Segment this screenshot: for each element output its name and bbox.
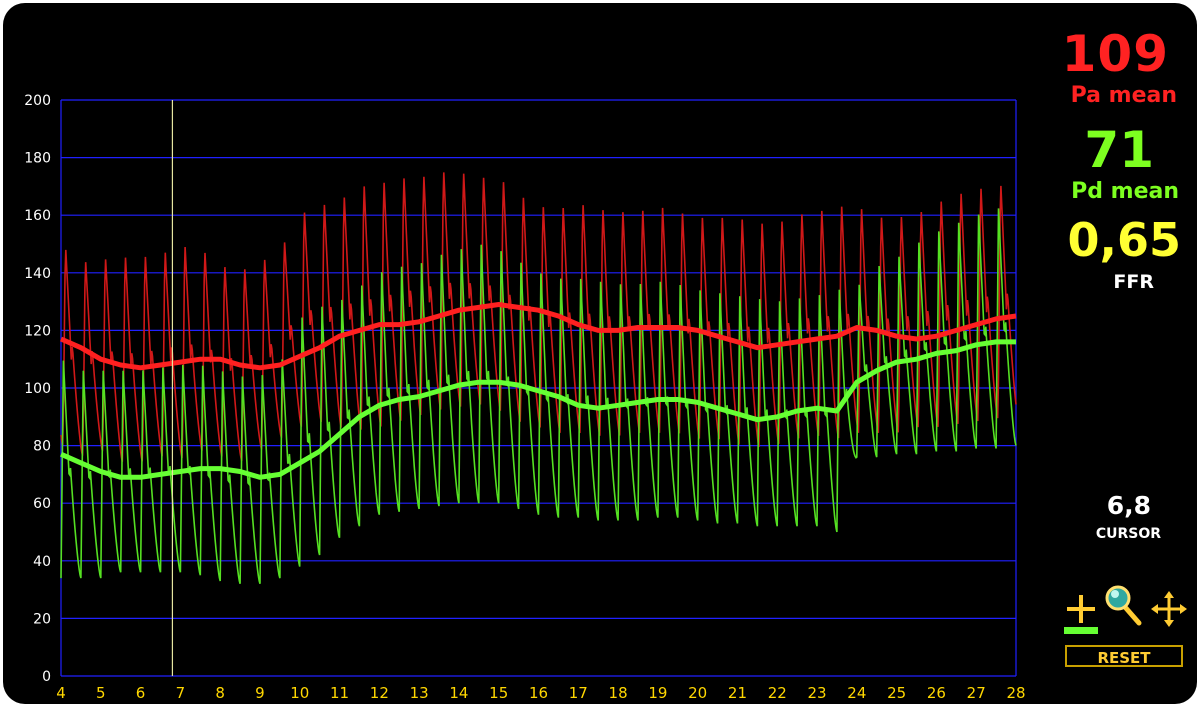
cursor-cross-icon[interactable] (1066, 591, 1096, 627)
x-tick-label-7: 7 (176, 684, 186, 702)
y-tick-label-160: 160 (24, 208, 51, 224)
y-tick-label-0: 0 (42, 669, 51, 685)
pd-phasic-line (60, 208, 1017, 585)
y-tick-label-40: 40 (33, 554, 51, 570)
pan-move-icon[interactable] (1151, 591, 1187, 627)
x-tick-label-17: 17 (569, 684, 588, 702)
x-tick-label-8: 8 (215, 684, 225, 702)
x-tick-label-9: 9 (255, 684, 265, 702)
x-tick-label-21: 21 (728, 684, 747, 702)
x-tick-label-10: 10 (290, 684, 309, 702)
x-tick-label-19: 19 (648, 684, 667, 702)
x-tick-label-24: 24 (847, 684, 866, 702)
x-tick-label-25: 25 (887, 684, 906, 702)
pressure-monitor-screen: 0 20 40 60 80 100 120 140 160 180 200 4 5 6 7 8 9 10 11 12 1… (3, 3, 1197, 704)
pa-mean-value: 109 (1061, 25, 1169, 83)
ffr-value: 0,65 (1067, 213, 1182, 267)
y-tick-label-80: 80 (33, 439, 51, 455)
reset-button[interactable]: RESET (1065, 645, 1183, 667)
x-tick-label-6: 6 (136, 684, 146, 702)
x-tick-label-14: 14 (449, 684, 468, 702)
zoom-magnifier-icon[interactable] (1103, 583, 1143, 627)
pa-mean-label: Pa mean (1070, 83, 1177, 108)
x-tick-label-26: 26 (927, 684, 946, 702)
y-tick-label-200: 200 (24, 93, 51, 109)
y-tick-label-180: 180 (24, 151, 51, 167)
x-tick-label-15: 15 (489, 684, 508, 702)
pd-mean-label: Pd mean (1071, 179, 1179, 204)
x-tick-label-13: 13 (410, 684, 429, 702)
x-tick-label-23: 23 (807, 684, 826, 702)
ffr-label: FFR (1113, 271, 1154, 293)
pressure-chart[interactable]: 0 20 40 60 80 100 120 140 160 180 200 4 5 6 7 8 9 10 11 12 1… (3, 3, 1197, 704)
x-tick-label-11: 11 (330, 684, 349, 702)
x-tick-label-5: 5 (96, 684, 106, 702)
x-tick-label-12: 12 (370, 684, 389, 702)
y-tick-label-120: 120 (24, 323, 51, 339)
x-tick-label-28: 28 (1006, 684, 1025, 702)
pa-mean-line (59, 302, 1017, 371)
y-tick-label-20: 20 (33, 611, 51, 627)
y-tick-label-100: 100 (24, 381, 51, 397)
cursor-value: 6,8 (1106, 491, 1151, 520)
x-tick-label-20: 20 (688, 684, 707, 702)
x-tick-label-22: 22 (768, 684, 787, 702)
x-tick-label-18: 18 (609, 684, 628, 702)
y-tick-label-140: 140 (24, 266, 51, 282)
active-tool-indicator (1064, 627, 1098, 634)
x-tick-label-27: 27 (967, 684, 986, 702)
x-tick-label-4: 4 (56, 684, 66, 702)
cursor-label: CURSOR (1095, 526, 1161, 542)
pd-mean-line (59, 339, 1016, 480)
pd-mean-value: 71 (1084, 121, 1154, 179)
x-tick-label-16: 16 (529, 684, 548, 702)
y-tick-label-60: 60 (33, 496, 51, 512)
